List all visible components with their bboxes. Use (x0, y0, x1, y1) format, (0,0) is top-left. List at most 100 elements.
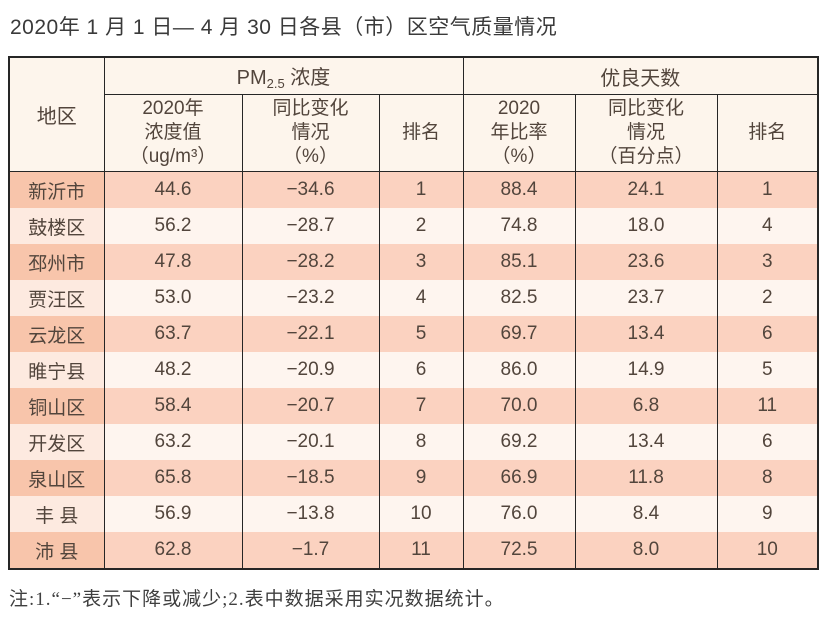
good-rank-cell: 9 (716, 496, 819, 532)
good-change-cell: 13.4 (574, 424, 718, 460)
table-row: 铜山区 58.4 −20.7 7 70.0 6.8 11 (8, 388, 819, 424)
region-cell: 睢宁县 (8, 352, 105, 388)
good-ratio-cell: 69.7 (462, 316, 576, 352)
pm-rank-cell: 2 (378, 208, 464, 244)
region-cell: 鼓楼区 (8, 208, 105, 244)
pm-rank-cell: 3 (378, 244, 464, 280)
pm-value-cell: 63.2 (103, 424, 243, 460)
pm25-label-subscript: 2.5 (266, 76, 285, 91)
pm-value-header: 2020年 浓度值 （ug/m³） (103, 94, 243, 172)
region-cell: 泉山区 (8, 460, 105, 496)
group-header-row: 地区 PM2.5 浓度 优良天数 (8, 57, 819, 172)
table-row: 开发区 63.2 −20.1 8 69.2 13.4 6 (8, 424, 819, 460)
pm-change-cell: −20.7 (241, 388, 380, 424)
pm-rank-cell: 5 (378, 316, 464, 352)
good-ratio-cell: 76.0 (462, 496, 576, 532)
good-rank-cell: 6 (716, 316, 819, 352)
page-title: 2020年 1 月 1 日— 4 月 30 日各县（市）区空气质量情况 (10, 16, 558, 39)
good-change-cell: 8.0 (574, 532, 718, 569)
pm25-group-header: PM2.5 浓度 (103, 57, 464, 95)
pm-rank-cell: 8 (378, 424, 464, 460)
pm-rank-cell: 6 (378, 352, 464, 388)
region-cell: 沛 县 (8, 532, 105, 569)
good-rank-cell: 2 (716, 280, 819, 316)
region-cell: 邳州市 (8, 244, 105, 280)
pm-rank-cell: 7 (378, 388, 464, 424)
table-row: 新沂市 44.6 −34.6 1 88.4 24.1 1 (8, 171, 819, 208)
table-header: 地区 PM2.5 浓度 优良天数 2020年 浓度值 （ug/m³） 同比变化 … (8, 57, 819, 172)
good-change-cell: 23.6 (574, 244, 718, 280)
pm-change-cell: −28.7 (241, 208, 380, 244)
good-ratio-cell: 66.9 (462, 460, 576, 496)
region-cell: 铜山区 (8, 388, 105, 424)
good-rank-header: 排名 (716, 94, 819, 172)
good-change-cell: 23.7 (574, 280, 718, 316)
pm-change-cell: −34.6 (241, 171, 380, 208)
pm-rank-cell: 9 (378, 460, 464, 496)
pm-value-cell: 56.2 (103, 208, 243, 244)
pm-rank-cell: 10 (378, 496, 464, 532)
good-rank-cell: 1 (716, 171, 819, 208)
pm-rank-cell: 11 (378, 532, 464, 569)
good-rank-cell: 4 (716, 208, 819, 244)
good-ratio-header: 2020 年比率 （%） (462, 94, 576, 172)
good-ratio-cell: 72.5 (462, 532, 576, 569)
region-cell: 贾汪区 (8, 280, 105, 316)
pm-rank-header: 排名 (378, 94, 464, 172)
table-row: 泉山区 65.8 −18.5 9 66.9 11.8 8 (8, 460, 819, 496)
good-days-group-header: 优良天数 (462, 57, 819, 95)
good-change-cell: 18.0 (574, 208, 718, 244)
good-ratio-cell: 70.0 (462, 388, 576, 424)
table-row: 睢宁县 48.2 −20.9 6 86.0 14.9 5 (8, 352, 819, 388)
good-ratio-cell: 82.5 (462, 280, 576, 316)
pm-value-cell: 47.8 (103, 244, 243, 280)
good-rank-cell: 6 (716, 424, 819, 460)
table-row: 沛 县 62.8 −1.7 11 72.5 8.0 10 (8, 532, 819, 569)
good-ratio-cell: 88.4 (462, 171, 576, 208)
good-ratio-cell: 85.1 (462, 244, 576, 280)
good-rank-cell: 5 (716, 352, 819, 388)
region-cell: 新沂市 (8, 171, 105, 208)
pm-value-cell: 48.2 (103, 352, 243, 388)
region-cell: 云龙区 (8, 316, 105, 352)
pm-value-cell: 58.4 (103, 388, 243, 424)
pm-change-cell: −20.1 (241, 424, 380, 460)
table-row: 邳州市 47.8 −28.2 3 85.1 23.6 3 (8, 244, 819, 280)
good-rank-cell: 11 (716, 388, 819, 424)
table-row: 云龙区 63.7 −22.1 5 69.7 13.4 6 (8, 316, 819, 352)
pm-rank-cell: 4 (378, 280, 464, 316)
pm-change-cell: −22.1 (241, 316, 380, 352)
table-row: 贾汪区 53.0 −23.2 4 82.5 23.7 2 (8, 280, 819, 316)
pm-change-cell: −1.7 (241, 532, 380, 569)
region-cell: 丰 县 (8, 496, 105, 532)
good-change-cell: 24.1 (574, 171, 718, 208)
pm-change-cell: −20.9 (241, 352, 380, 388)
good-ratio-cell: 69.2 (462, 424, 576, 460)
good-change-cell: 8.4 (574, 496, 718, 532)
pm-value-cell: 53.0 (103, 280, 243, 316)
table-row: 丰 县 56.9 −13.8 10 76.0 8.4 9 (8, 496, 819, 532)
pm-change-cell: −28.2 (241, 244, 380, 280)
pm-change-cell: −13.8 (241, 496, 380, 532)
good-rank-cell: 10 (716, 532, 819, 569)
pm25-label-suffix: 浓度 (284, 67, 331, 89)
region-column-header: 地区 (8, 57, 105, 172)
footnote: 注:1.“−”表示下降或减少;2.表中数据采用实况数据统计。 (9, 589, 505, 610)
pm-value-cell: 63.7 (103, 316, 243, 352)
pm-value-cell: 44.6 (103, 171, 243, 208)
air-quality-table: 地区 PM2.5 浓度 优良天数 2020年 浓度值 （ug/m³） 同比变化 … (8, 56, 820, 570)
pm-value-cell: 62.8 (103, 532, 243, 569)
sub-header-row: 2020年 浓度值 （ug/m³） 同比变化 情况 （%） 排名 2020 年比… (9, 94, 819, 172)
good-rank-cell: 8 (716, 460, 819, 496)
pm-change-cell: −23.2 (241, 280, 380, 316)
good-change-cell: 6.8 (574, 388, 718, 424)
good-change-cell: 14.9 (574, 352, 718, 388)
good-rank-cell: 3 (716, 244, 819, 280)
pm25-label-prefix: PM (236, 67, 267, 89)
pm-value-cell: 56.9 (103, 496, 243, 532)
good-change-cell: 11.8 (574, 460, 718, 496)
good-change-cell: 13.4 (574, 316, 718, 352)
good-change-header: 同比变化 情况 （百分点） (574, 94, 718, 172)
pm-rank-cell: 1 (378, 171, 464, 208)
table-body: 新沂市 44.6 −34.6 1 88.4 24.1 1 鼓楼区 56.2 −28.7 2 74.8 1… (8, 171, 819, 569)
